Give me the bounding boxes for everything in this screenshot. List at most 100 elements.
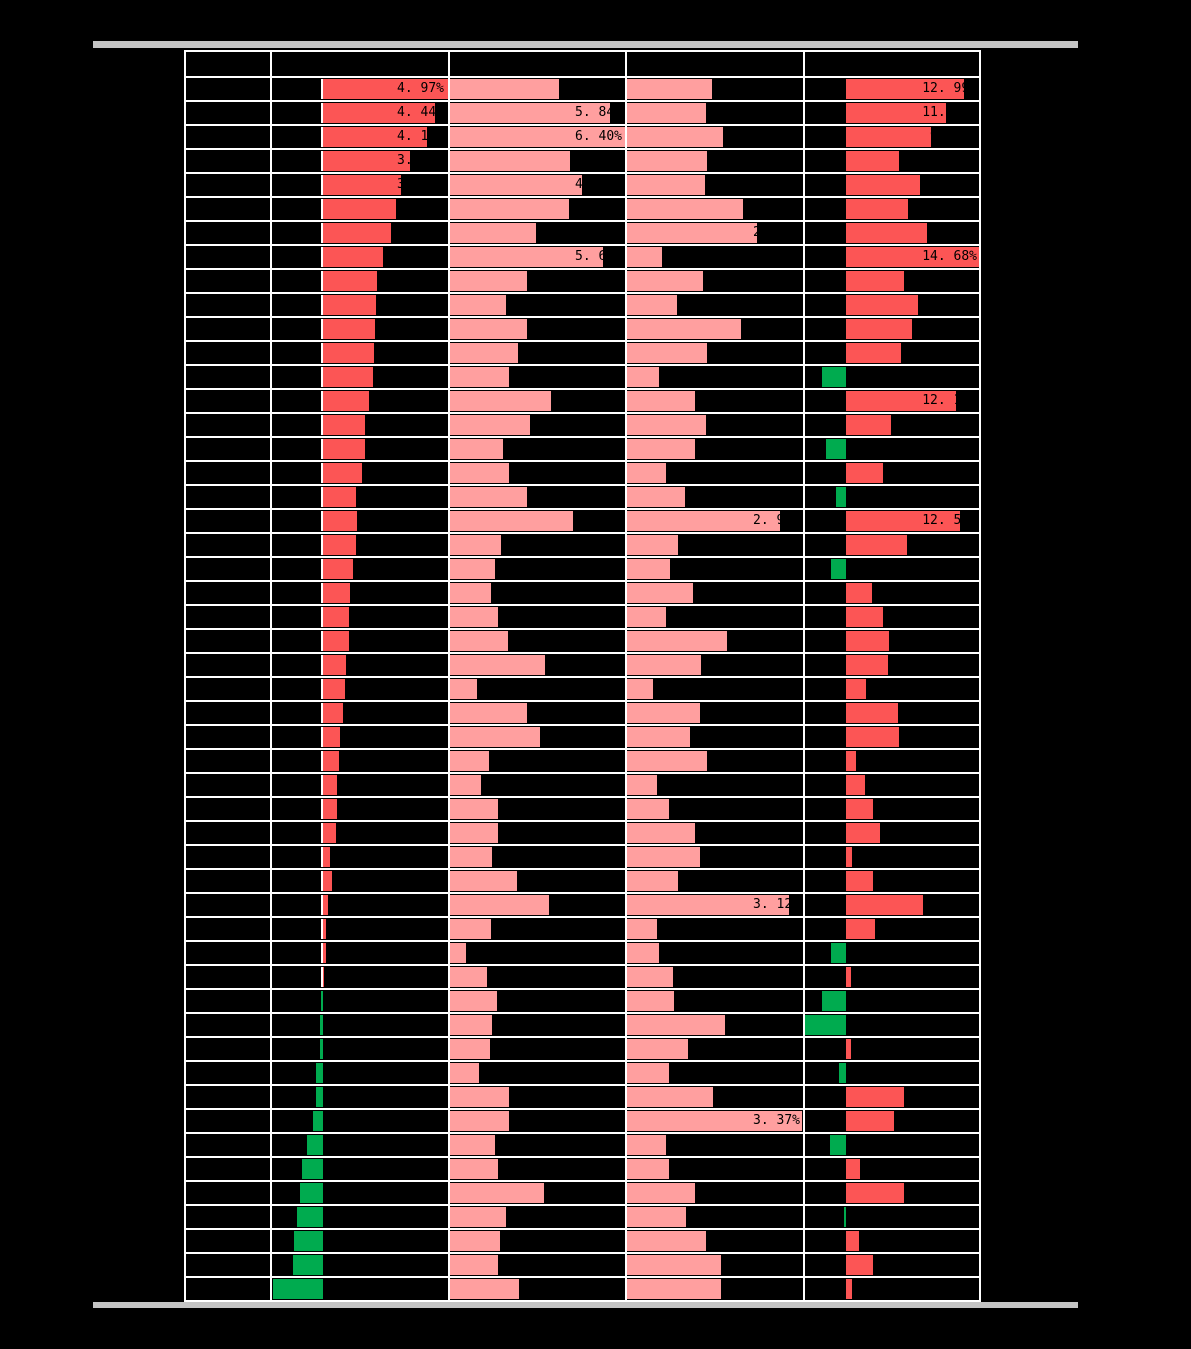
table-row[interactable]: 0. 87% 0. 98% 0. 50% 2. 21% [186, 678, 979, 702]
table-row[interactable]: 1. 81% 1. 52% 1. 43% [186, 1230, 979, 1254]
table-row[interactable]: 1. 81% 3. 69% 1. 31% 12. 14% [186, 390, 979, 414]
table-row[interactable]: 0. 20% 3. 62% 3. 12% 8. 50% [186, 894, 979, 918]
bar-value-label: 1. 66% [575, 561, 622, 576]
bar-up [846, 655, 888, 675]
baseline-tick [321, 895, 323, 915]
bar-down [831, 943, 846, 963]
table-row[interactable]: 0. 63% 1. 41% 1. 54% 1. 10% [186, 750, 979, 774]
table-row[interactable]: 0. 67% 3. 29% 1. 21% 5. 85% [186, 726, 979, 750]
table-row[interactable]: 3. 47% 4. 37% 1. 54% 5. 85% [186, 150, 979, 174]
table-row[interactable]: 0. 28% 1. 55% 1. 40% 0. 66% [186, 846, 979, 870]
bar-ratio [627, 535, 678, 555]
table-row[interactable]: 1. 77% 0. 81% 1. 55% [186, 1158, 979, 1182]
table-row[interactable]: 2. 37% 5. 61% 0. 67% 14. 68% [186, 246, 979, 270]
bar-value-label: 3. 29% [575, 729, 622, 744]
bar-value-label: 3. 15% [575, 225, 622, 240]
table-row[interactable]: 4. 13% 6. 40% 1. 85% 9. 38% [186, 126, 979, 150]
table-row[interactable]: 2. 88% 4. 34% 2. 23% 6. 84% [186, 198, 979, 222]
table-row[interactable]: 0. 02% 1. 34% 0. 88% 0. 55% [186, 966, 979, 990]
table-row[interactable]: 1. 03% 1. 77% 0. 75% 4. 08% [186, 606, 979, 630]
table-row[interactable]: 0. 91% 3. 47% 1. 42% 4. 64% [186, 654, 979, 678]
bar-up [323, 823, 336, 843]
table-row[interactable]: 3. 43% 1. 31% 6. 40% [186, 1182, 979, 1206]
table-row[interactable]: 1. 66% 1. 92% 1. 31% [186, 438, 979, 462]
table-row[interactable]: 1. 74% 1. 81% 2. 98% [186, 1254, 979, 1278]
table-row[interactable]: 1. 18% 1. 66% 0. 83% [186, 558, 979, 582]
bar-value-label: 2. 82% [575, 273, 622, 288]
bar-up [323, 391, 369, 411]
bar-ratio [450, 223, 537, 243]
bar-value-label: 2. 88% [397, 201, 444, 216]
table-row[interactable]: 1. 70% 0. 90% [186, 990, 979, 1014]
bar-value-label: 1. 13% [753, 1209, 800, 1224]
bar-value-label: 0. 66% [930, 849, 977, 864]
bar-up [846, 895, 923, 915]
bar-up [323, 367, 373, 387]
bar-up [846, 175, 920, 195]
table-row[interactable]: 0. 10% 1. 48% 0. 58% 3. 20% [186, 918, 979, 942]
bar-value-label: 1. 34% [575, 969, 622, 984]
bar-value-label: 0. 63% [397, 753, 444, 768]
table-row[interactable]: 1. 54% 2. 17% 0. 75% 4. 08% [186, 462, 979, 486]
baseline-tick [321, 511, 323, 531]
table-row[interactable]: 1. 30% 1. 88% 0. 98% 6. 73% [186, 534, 979, 558]
table-row[interactable]: 1. 66% 0. 75% [186, 1134, 979, 1158]
table-row[interactable]: 2. 68% 3. 15% 2. 50% 8. 94% [186, 222, 979, 246]
bar-value-label: 3. 62% [575, 897, 622, 912]
table-row[interactable]: 0. 10% 0. 58% 0. 62% [186, 942, 979, 966]
table-row[interactable]: 2. 06% 1. 13% [186, 1206, 979, 1230]
table-row[interactable]: 0. 55% 1. 77% 0. 81% 2. 98% [186, 798, 979, 822]
bar-value-label: 1. 30% [397, 537, 444, 552]
table-row[interactable]: 2. 53% 1. 81% 0. 66% [186, 1278, 979, 1300]
baseline-tick [321, 823, 323, 843]
table-row[interactable]: 2. 17% 3. 37% 5. 30% [186, 1110, 979, 1134]
bar-value-label: 6. 73% [930, 537, 977, 552]
bar-value-label: 1. 54% [397, 465, 444, 480]
bar-up [846, 967, 851, 987]
column-divider-3 [803, 52, 805, 1300]
table-row[interactable]: 2. 13% 2. 82% 1. 46% 6. 40% [186, 270, 979, 294]
bar-value-label: 4. 08% [930, 609, 977, 624]
bar-value-label: 1. 52% [753, 105, 800, 120]
bar-value-label: 2. 05% [397, 321, 444, 336]
table-row[interactable]: 0. 35% 2. 46% 0. 98% 2. 98% [186, 870, 979, 894]
bar-up [846, 247, 979, 267]
table-row[interactable]: 4. 44% 5. 84% 1. 52% 11. 04% [186, 102, 979, 126]
table-row[interactable]: 4. 97% 3. 98% 1. 63% 12. 99% [186, 78, 979, 102]
table-row[interactable]: 1. 66% 2. 93% 1. 52% 4. 97% [186, 414, 979, 438]
bar-value-label: 0. 10% [397, 921, 444, 936]
table-row[interactable]: 0. 55% 1. 12% 0. 58% 2. 10% [186, 774, 979, 798]
table-row[interactable]: 2. 09% 2. 06% 0. 96% 7. 95% [186, 294, 979, 318]
bar-up [323, 223, 391, 243]
table-row[interactable]: 1. 34% 4. 48% 2. 95% 12. 58% [186, 510, 979, 534]
bar-value-label: 4. 34% [575, 201, 622, 216]
table-row[interactable]: 1. 45% 1. 17% 0. 55% [186, 1038, 979, 1062]
table-row[interactable]: 0. 51% 1. 74% 1. 31% 3. 75% [186, 822, 979, 846]
bar-value-label: 2. 06% [575, 297, 622, 312]
column-divider-1 [448, 52, 450, 1300]
bar-up [323, 943, 326, 963]
table-row[interactable]: 0. 79% 2. 82% 1. 40% 5. 74% [186, 702, 979, 726]
table-row[interactable]: 2. 01% 2. 49% 1. 54% 6. 07% [186, 342, 979, 366]
bar-value-label: 0. 35% [397, 873, 444, 888]
table-row[interactable]: 1. 97% 2. 17% 0. 62% [186, 366, 979, 390]
table-row[interactable]: 2. 17% 1. 65% 6. 40% [186, 1086, 979, 1110]
table-row[interactable]: 2. 05% 2. 82% 2. 19% 7. 28% [186, 318, 979, 342]
bar-value-label: 1. 74% [575, 1257, 622, 1272]
bar-value-label: 3. 20% [930, 921, 977, 936]
bar-value-label: 0. 88% [753, 969, 800, 984]
table-row[interactable]: 1. 30% 2. 82% 1. 12% [186, 486, 979, 510]
bar-up [323, 847, 331, 867]
bar-ratio [450, 1231, 500, 1251]
table-row[interactable]: 1. 03% 2. 13% 1. 92% 4. 75% [186, 630, 979, 654]
bar-value-label: 1. 81% [753, 1257, 800, 1272]
bar-up [846, 319, 912, 339]
bar-value-label: 0. 58% [753, 921, 800, 936]
table-row[interactable]: 1. 52% 1. 88% [186, 1014, 979, 1038]
table-row[interactable]: 1. 07% 1. 48% 1. 27% 2. 87% [186, 582, 979, 606]
bar-up [323, 751, 339, 771]
table-row[interactable]: 1. 05% 0. 81% [186, 1062, 979, 1086]
table-row[interactable]: 3. 08% 4. 81% 1. 50% 8. 17% [186, 174, 979, 198]
bar-value-label: 6. 40% [575, 129, 622, 144]
